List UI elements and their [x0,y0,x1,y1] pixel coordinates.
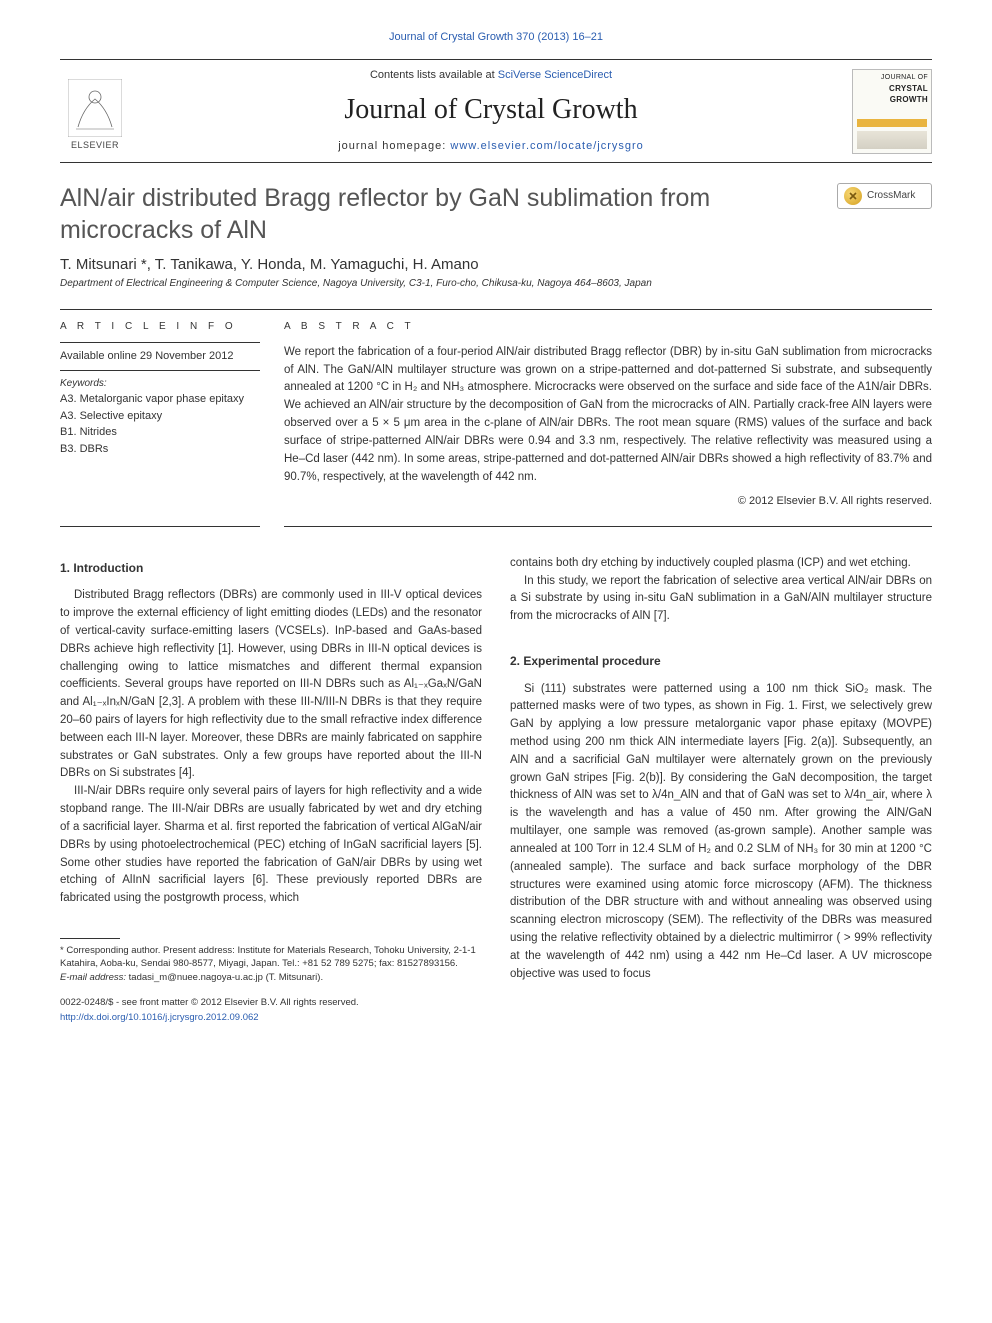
crossmark-icon [844,187,862,205]
email-label: E-mail address: [60,972,126,983]
email-address[interactable]: tadasi_m@nuee.nagoya-u.ac.jp (T. Mitsuna… [129,972,323,983]
contents-prefix: Contents lists available at [370,69,498,81]
section-2-para-1: Si (111) substrates were patterned using… [510,681,932,984]
homepage-link[interactable]: www.elsevier.com/locate/jcrysgro [450,140,643,152]
corresponding-author-footnote: * Corresponding author. Present address:… [60,944,482,971]
abstract-text: We report the fabrication of a four-peri… [284,344,932,487]
crossmark-badge[interactable]: CrossMark [837,183,932,209]
issn-line: 0022-0248/$ - see front matter © 2012 El… [60,996,482,1011]
article-title: AlN/air distributed Bragg reflector by G… [60,183,837,246]
email-footnote: E-mail address: tadasi_m@nuee.nagoya-u.a… [60,971,482,984]
top-citation[interactable]: Journal of Crystal Growth 370 (2013) 16–… [60,30,932,45]
section-2-heading: 2. Experimental procedure [510,652,932,671]
elsevier-logo[interactable]: ELSEVIER [60,71,130,151]
sciencedirect-link[interactable]: SciVerse ScienceDirect [498,69,612,81]
left-column: 1. Introduction Distributed Bragg reflec… [60,555,482,1026]
contents-line: Contents lists available at SciVerse Sci… [130,68,852,83]
cover-large-text: CRYSTAL GROWTH [889,84,928,105]
cover-small-text: JOURNAL OF [881,74,928,81]
publisher-name: ELSEVIER [71,139,119,152]
doi-link[interactable]: http://dx.doi.org/10.1016/j.jcrysgro.201… [60,1011,482,1026]
crossmark-label: CrossMark [867,189,915,203]
available-online: Available online 29 November 2012 [60,349,260,364]
keyword: B3. DBRs [60,441,260,458]
homepage-line: journal homepage: www.elsevier.com/locat… [130,139,852,154]
keyword: A3. Metalorganic vapor phase epitaxy [60,391,260,408]
keyword: A3. Selective epitaxy [60,408,260,425]
journal-cover-thumbnail[interactable]: JOURNAL OF CRYSTAL GROWTH [852,69,932,154]
journal-header: ELSEVIER Contents lists available at Sci… [60,59,932,163]
col2-para-2: In this study, we report the fabrication… [510,573,932,626]
keyword: B1. Nitrides [60,424,260,441]
section-1-heading: 1. Introduction [60,559,482,578]
homepage-prefix: journal homepage: [338,140,450,152]
col2-para-1: contains both dry etching by inductively… [510,555,932,573]
body-columns: 1. Introduction Distributed Bragg reflec… [60,555,932,1026]
article-info-heading: A R T I C L E I N F O [60,320,260,334]
abstract-copyright: © 2012 Elsevier B.V. All rights reserved… [284,494,932,509]
keywords-label: Keywords: [60,377,260,391]
right-column: contains both dry etching by inductively… [510,555,932,1026]
section-1-para-1: Distributed Bragg reflectors (DBRs) are … [60,587,482,783]
abstract-heading: A B S T R A C T [284,320,932,334]
affiliation: Department of Electrical Engineering & C… [60,277,932,291]
abstract-box: A B S T R A C T We report the fabricatio… [284,310,932,527]
section-1-para-2: III-N/air DBRs require only several pair… [60,783,482,908]
journal-title: Journal of Crystal Growth [130,90,852,129]
article-info-box: A R T I C L E I N F O Available online 2… [60,310,260,527]
authors: T. Mitsunari *, T. Tanikawa, Y. Honda, M… [60,254,932,275]
